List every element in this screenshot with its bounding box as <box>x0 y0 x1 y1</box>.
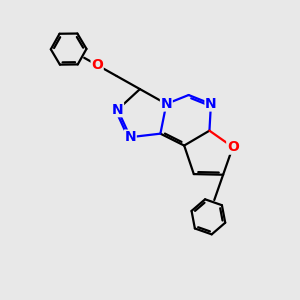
Text: N: N <box>124 130 136 144</box>
Text: O: O <box>227 140 239 154</box>
Text: N: N <box>160 97 172 111</box>
Text: N: N <box>205 97 217 111</box>
Text: O: O <box>91 58 103 72</box>
Text: N: N <box>112 103 123 117</box>
